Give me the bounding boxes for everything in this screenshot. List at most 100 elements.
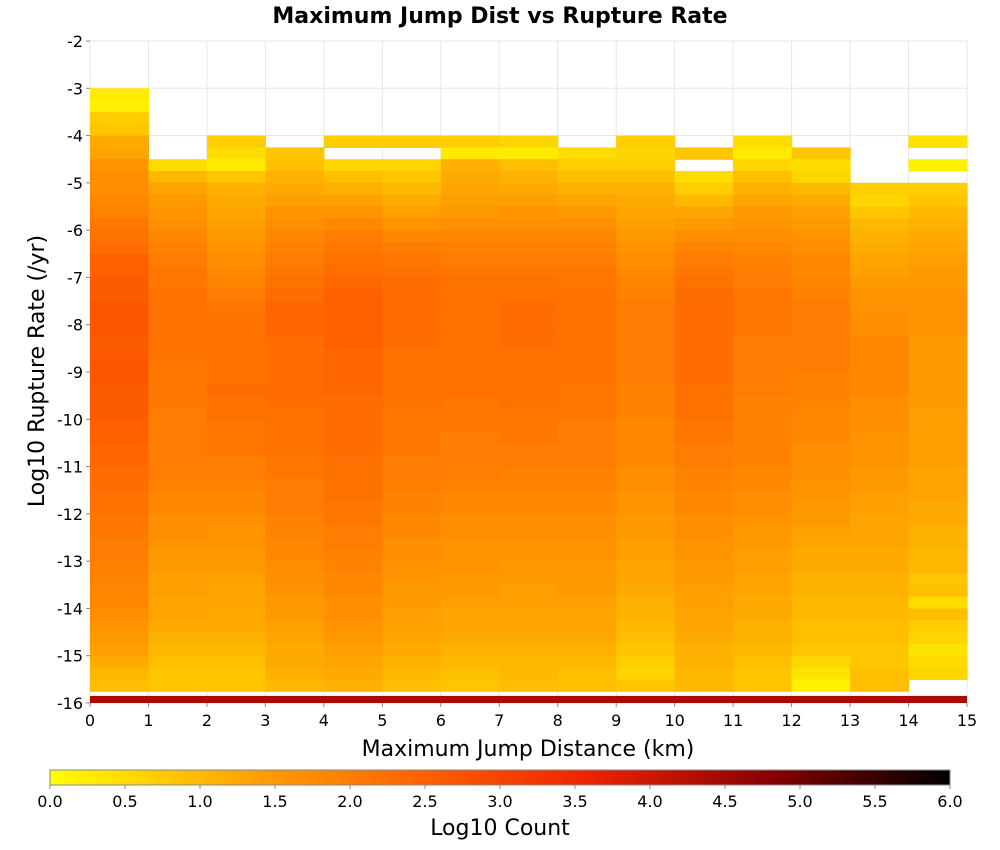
heatmap-cell [908,632,968,645]
heatmap-cell [499,643,559,657]
heatmap-cell [206,667,266,680]
heatmap-cell [674,596,734,610]
heatmap-cell [499,478,559,491]
y-tick-label: -15 [57,647,83,666]
heatmap-cell [850,608,910,621]
heatmap-cell [791,490,851,503]
heatmap-cell [674,442,734,456]
heatmap-cell [674,643,734,657]
x-tick-label: 2 [202,711,212,730]
heatmap-cell [733,442,793,456]
heatmap-cell [557,655,617,669]
heatmap-cell [440,620,500,633]
heatmap-cell [382,182,442,196]
heatmap-cell [382,620,442,633]
heatmap-cell [206,301,266,314]
heatmap-cell [850,265,910,279]
heatmap-cell [674,490,734,503]
heatmap-cell [733,348,793,361]
heatmap-cell [908,608,968,621]
heatmap-cell [850,182,910,196]
heatmap-cell [265,395,325,409]
heatmap-cell [206,372,266,385]
heatmap-cell [616,265,676,279]
heatmap-cell [791,360,851,373]
colorbar-tick-label: 2.0 [337,792,362,811]
heatmap-cell [206,147,266,160]
heatmap-cell [265,620,325,633]
heatmap-cell [265,360,325,373]
heatmap-cell [382,277,442,290]
heatmap-cell [908,230,968,243]
x-axis-label: Maximum Jump Distance (km) [362,737,695,762]
heatmap-cell [206,525,266,539]
heatmap-cell [440,502,500,515]
heatmap-cell [440,572,500,586]
heatmap-cell [908,301,968,314]
heatmap-cell [323,289,383,302]
heatmap-cell [206,608,266,621]
heatmap-cell [499,312,559,326]
heatmap-cell [850,655,910,669]
heatmap-cell [674,620,734,633]
heatmap-cell [557,301,617,314]
heatmap-cell [733,159,793,172]
heatmap-cell [616,253,676,267]
heatmap-cell [206,643,266,657]
heatmap-cell [440,289,500,302]
heatmap-cell [90,171,150,184]
heatmap-cell [674,419,734,432]
colorbar: 0.0 0.5 1.0 1.5 2.0 2.5 3.0 3.5 4.0 4.5 5.0 5.5 6.0 [37,769,963,811]
heatmap-cell [674,289,734,302]
heatmap-cell [499,206,559,219]
heatmap-cell [557,194,617,208]
heatmap-cell [850,643,910,657]
heatmap-cell [148,419,208,432]
heatmap-cell [148,324,208,338]
heatmap-cell [265,147,325,160]
heatmap-cell [733,395,793,409]
heatmap-cell [733,324,793,338]
heatmap-cell [148,265,208,279]
x-tick-label: 14 [898,711,918,730]
heatmap-cell [908,372,968,385]
heatmap-cell [674,171,734,184]
heatmap-cell [148,301,208,314]
heatmap-cell [499,596,559,610]
heatmap-cell [440,679,500,692]
heatmap-cell [440,182,500,196]
heatmap-cell [206,442,266,456]
x-tick-label: 8 [553,711,563,730]
heatmap-cell [323,265,383,279]
heatmap-cell [908,289,968,302]
heatmap-cell [323,360,383,373]
colorbar-tick-label: 0.0 [37,792,62,811]
heatmap-cell [908,596,968,610]
colorbar-label: Log10 Count [430,816,570,841]
heatmap-cell [733,218,793,231]
heatmap-cell [499,608,559,621]
x-tick-label: 9 [611,711,621,730]
heatmap-cell [616,561,676,574]
heatmap-cell [265,584,325,598]
heatmap-cell [499,431,559,444]
heatmap-cell [323,159,383,172]
heatmap-cell [323,171,383,184]
x-tick-label: 0 [85,711,95,730]
heatmap-cell [850,679,910,692]
heatmap-cell [908,277,968,290]
heatmap-cell [499,395,559,409]
heatmap-cell [499,584,559,598]
heatmap-cell [323,253,383,267]
heatmap-cell [557,561,617,574]
heatmap-cell [557,643,617,657]
heatmap-cell [616,218,676,231]
heatmap-cell [908,525,968,539]
heatmap-cell [557,584,617,598]
x-tick-label: 5 [377,711,387,730]
heatmap-cell [674,549,734,562]
heatmap-cell [90,336,150,349]
heatmap-cell [323,525,383,539]
heatmap-cell [616,513,676,527]
heatmap-cell [499,466,559,479]
